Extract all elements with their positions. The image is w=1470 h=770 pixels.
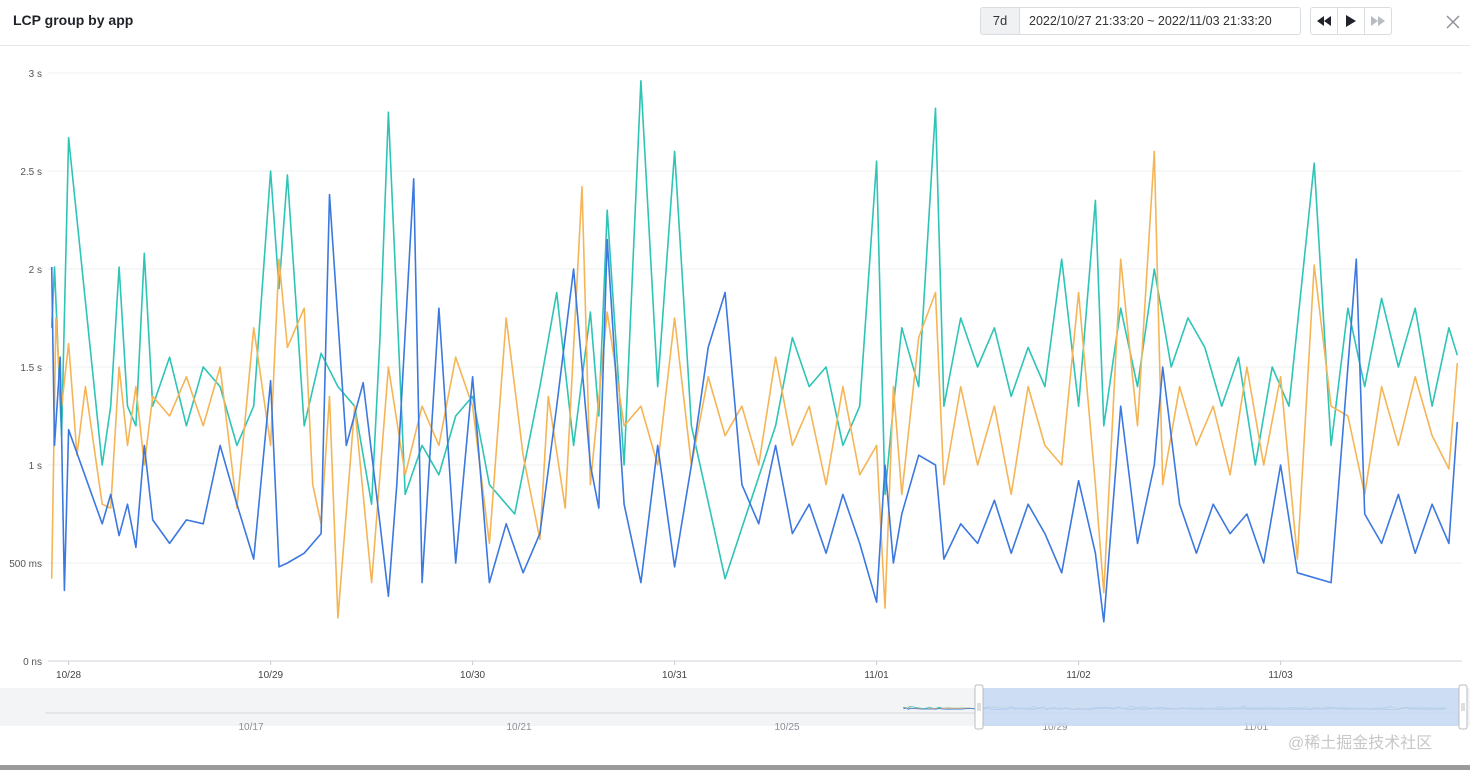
watermark-text: @稀土掘金技术社区: [1288, 735, 1433, 752]
slider-selection[interactable]: [979, 688, 1463, 726]
slider-handle-end[interactable]: [1458, 684, 1468, 730]
fast-forward-button[interactable]: [1365, 8, 1391, 34]
window-bottom-edge: [0, 765, 1470, 770]
x-tick-label: 10/30: [460, 670, 485, 681]
chart-series: [50, 79, 1459, 623]
preset-range-button[interactable]: 7d: [981, 8, 1020, 34]
slider-tick-label: 10/17: [238, 722, 263, 733]
slider-tick-label: 10/21: [506, 722, 531, 733]
y-tick-label: 500 ms: [9, 559, 42, 570]
x-tick-label: 11/01: [864, 670, 889, 681]
x-axis: 10/28 10/29 10/30 10/31 11/01 11/02 11/03: [56, 661, 1293, 681]
time-nav-controls: [1310, 7, 1392, 35]
play-icon: [1346, 15, 1356, 27]
time-range-input[interactable]: 2022/10/27 21:33:20 ~ 2022/11/03 21:33:2…: [1029, 14, 1272, 28]
series-line-1: [50, 150, 1459, 619]
panel-header: LCP group by app 7d 2022/10/27 21:33:20 …: [0, 0, 1470, 46]
close-icon[interactable]: [1444, 13, 1462, 31]
time-range-picker[interactable]: 7d 2022/10/27 21:33:20 ~ 2022/11/03 21:3…: [980, 7, 1301, 35]
y-tick-label: 0 ns: [23, 657, 42, 668]
panel-title: LCP group by app: [13, 12, 134, 28]
y-tick-label: 3 s: [29, 69, 42, 80]
series-line-0: [50, 79, 1459, 580]
lcp-line-chart: 0 ns 500 ms 1 s 1.5 s 2 s 2.5 s 3 s 10/28 10/29…: [0, 69, 1470, 733]
slider-tick-label: 10/29: [1042, 722, 1067, 733]
play-button[interactable]: [1338, 8, 1365, 34]
y-tick-label: 1 s: [29, 461, 42, 472]
slider-handle-start[interactable]: [974, 684, 984, 730]
fast-forward-icon: [1371, 16, 1385, 26]
y-tick-label: 2 s: [29, 265, 42, 276]
y-tick-label: 2.5 s: [20, 167, 42, 178]
rewind-button[interactable]: [1311, 8, 1338, 34]
rewind-icon: [1317, 16, 1331, 26]
x-tick-label: 10/28: [56, 670, 81, 681]
series-line-2: [50, 178, 1459, 623]
x-tick-label: 11/02: [1066, 670, 1091, 681]
slider-tick-label: 11/01: [1244, 722, 1269, 733]
x-tick-label: 10/29: [258, 670, 283, 681]
y-tick-label: 1.5 s: [20, 363, 42, 374]
chart-grid: [48, 72, 1462, 662]
time-range-slider[interactable]: 10/17 10/21 10/25 10/29 11/01: [0, 684, 1470, 733]
x-tick-label: 11/03: [1268, 670, 1293, 681]
slider-tick-label: 10/25: [774, 722, 799, 733]
x-tick-label: 10/31: [662, 670, 687, 681]
y-axis: 0 ns 500 ms 1 s 1.5 s 2 s 2.5 s 3 s: [9, 69, 42, 668]
